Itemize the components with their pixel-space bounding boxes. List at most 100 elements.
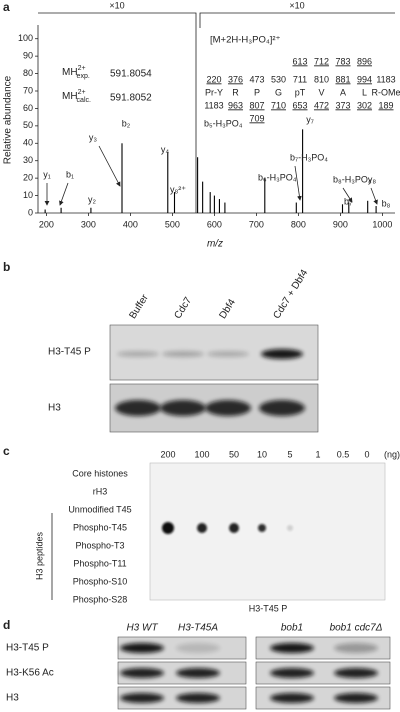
row-label: H3 [48,403,61,414]
band [205,400,251,416]
x-tick-label: 300 [81,219,96,229]
band [259,400,305,416]
fragment-cell: 472 [314,100,329,110]
row-label: Phospho-S28 [73,594,128,604]
y-tick-label: 10 [23,190,33,200]
peak-label: y₇ [306,114,314,124]
peak-label: b₆-H₃PO₄ [258,172,297,182]
panel-label: b [3,260,10,274]
mass-kind: exp. [77,73,90,80]
mass-value: 591.8054 [110,69,152,80]
row-label: Phospho-S10 [73,576,128,586]
column-label: Dbf4 [217,297,238,321]
mass-prefix: MH [62,91,78,102]
band [334,668,378,678]
band [176,668,220,678]
row-label: Unmodified T45 [68,504,131,514]
row-label: rH3 [93,486,108,496]
unit-label: (ng) [384,449,400,459]
row-label: Core histones [72,468,128,478]
x-tick-label: 500 [165,219,180,229]
mass-label: MH2+ calc. [62,89,91,104]
y-tick-label: 90 [23,51,33,61]
y-axis-label: Relative abundance [3,75,14,164]
band [176,643,220,653]
x-tick-label: 400 [123,219,138,229]
band [334,693,378,703]
x-tick-label: 900 [333,219,348,229]
fragment-cell: 711 [293,74,307,84]
fragment-cell: 710 [271,100,286,110]
band [120,668,164,678]
peak-label: y₈ [368,174,377,184]
x-tick-label: 600 [207,219,222,229]
column-label: H3-T45A [178,623,218,634]
fragment-cell: R-OMe [372,87,400,97]
arrow [294,165,302,201]
arrow [342,187,353,203]
column-label: 5 [287,449,292,459]
fragment-cell: 783 [335,56,350,66]
mass-prefix: MH [62,67,78,78]
zoom-bracket [199,12,395,28]
band [176,693,220,703]
fragment-cell: 530 [271,74,286,84]
band [115,400,161,416]
peak-label: b₈-H₃PO₄ [333,174,372,184]
fragment-cell: 712 [314,56,329,66]
peak-label: y₂ [88,194,97,204]
membrane [149,462,386,601]
column-label: 0.5 [337,449,350,459]
peak-label: y₁ [43,169,51,179]
x-tick-label: 1000 [372,219,392,229]
column-label: 200 [160,449,175,459]
fragment-cell: 189 [378,100,393,110]
blot [255,686,391,710]
row-label: Phospho-T45 [73,522,127,532]
column-label: bob1 cdc7Δ [330,623,383,634]
band [261,349,303,359]
fragment-cell: 473 [249,74,264,84]
band [270,668,314,678]
fragment-cell: 653 [292,100,307,110]
dot [258,524,266,532]
peak-label: b₅-H₃PO₄ [204,118,243,128]
column-label: Cdc7 [172,295,194,321]
arrow [59,182,69,206]
band [120,643,164,653]
band [120,693,164,703]
mass-label: MH2+ exp. [62,65,90,80]
x-tick-label: 700 [249,219,264,229]
column-label: 50 [229,449,239,459]
band [334,643,378,653]
mass-charge: 2+ [78,65,86,72]
peak-label: b₂ [122,118,131,128]
column-label: 0 [364,449,369,459]
fragment-cell: Pr-Y [205,87,223,97]
arrow [98,145,121,187]
fragment-cell: 896 [357,56,372,66]
x-axis-label: m/z [207,239,223,250]
dot [197,523,207,533]
caption: H3-T45 P [249,603,288,613]
fragment-cell: L [362,87,367,97]
column-label: 1 [315,449,320,459]
mass-charge: 2+ [78,89,86,96]
y-tick-label: 70 [23,85,33,95]
row-label: H3-T45 P [6,643,49,654]
y-tick-label: 80 [23,68,33,78]
peak-label: y₄ [161,144,170,154]
column-label: H3 WT [126,623,158,634]
dot [162,522,174,534]
y-tick-label: 100 [18,33,33,43]
fragment-cell: G [275,87,282,97]
panel-label: c [3,444,10,458]
fragment-cell: 1183 [376,74,395,84]
y-tick-label: 40 [23,138,33,148]
group-label: H3 peptides [34,531,44,580]
fragment-cell: A [340,87,346,97]
dot [229,523,239,533]
fragment-cell: 1183 [204,100,223,110]
column-label: bob1 [281,623,303,634]
